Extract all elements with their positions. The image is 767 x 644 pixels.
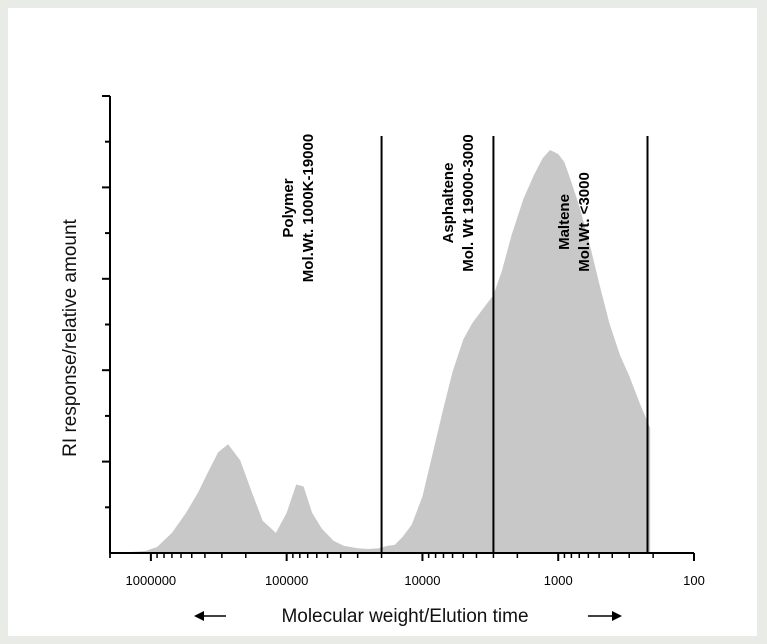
region-label-line: Asphaltene bbox=[440, 163, 457, 244]
x-axis-title: Molecular weight/Elution time bbox=[281, 606, 528, 627]
region-annotation-2: Asphaltene Mol. Wt 19000-3000 bbox=[440, 134, 477, 272]
region-label-line: Maltene bbox=[556, 194, 573, 250]
x-tick-label-4: 1000 bbox=[544, 573, 573, 588]
chart-panel: 1000000 100000 10000 1000 100 Polymer Mol.Wt. … bbox=[8, 8, 757, 636]
x-axis-title-group: Molecular weight/Elution time bbox=[194, 606, 622, 627]
x-tick-label-1: 1000000 bbox=[126, 573, 177, 588]
region-annotation-3: Maltene Mol.Wt. <3000 bbox=[556, 172, 593, 272]
y-axis-title: RI response/relative amount bbox=[60, 218, 81, 456]
x-tick-label-3: 10000 bbox=[404, 573, 440, 588]
x-title-left-arrowhead bbox=[194, 611, 204, 621]
area-series bbox=[110, 150, 651, 553]
divider-layer bbox=[380, 136, 649, 553]
area-layer bbox=[110, 150, 651, 553]
tick-layer bbox=[102, 95, 695, 561]
region-label-line: Mol.Wt. 1000K-19000 bbox=[300, 134, 317, 282]
x-tick-label-5: 100 bbox=[683, 573, 705, 588]
region-label-line: Mol.Wt. <3000 bbox=[576, 172, 593, 272]
x-title-right-arrowhead bbox=[612, 611, 622, 621]
region-annotation-1: Polymer Mol.Wt. 1000K-19000 bbox=[280, 134, 317, 282]
region-label-line: Polymer bbox=[280, 178, 297, 237]
region-label-line: Mol. Wt 19000-3000 bbox=[460, 134, 477, 272]
x-tick-label-2: 100000 bbox=[265, 573, 308, 588]
